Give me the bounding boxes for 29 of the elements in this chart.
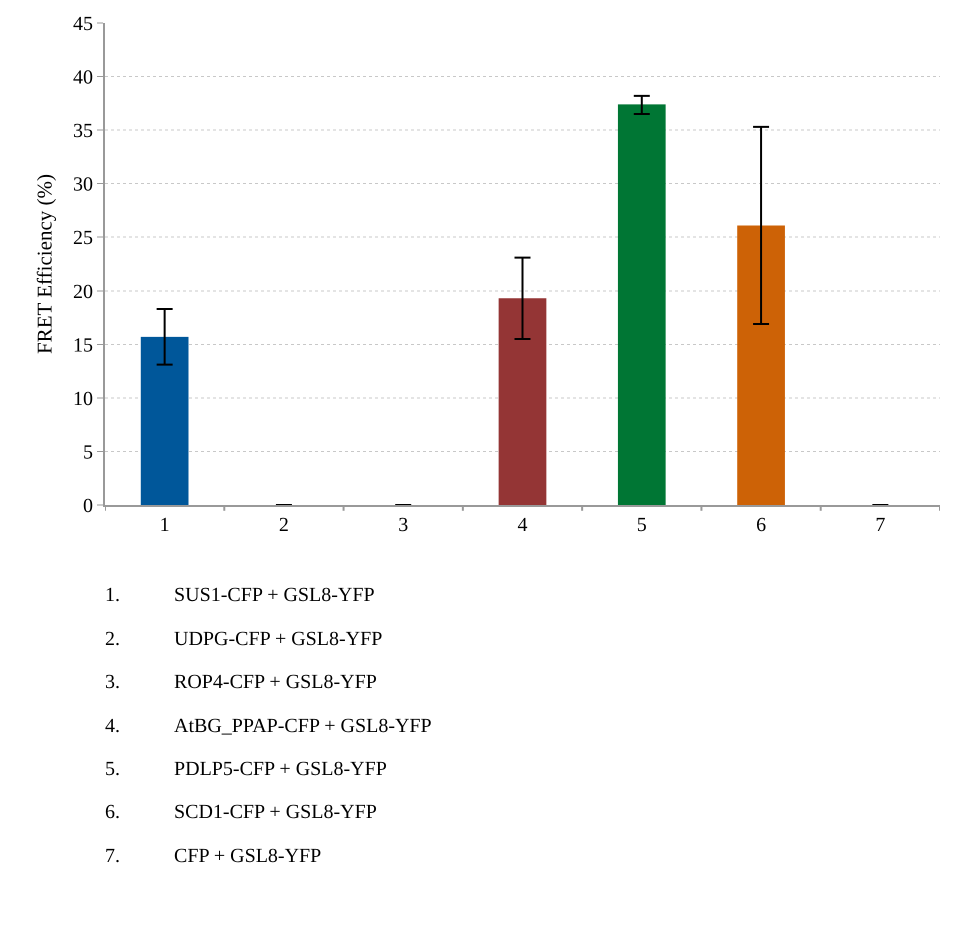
text: 6. SCD1-CFP + GSL8-YFP <box>105 801 377 823</box>
y-tick-label: 25 <box>73 227 93 250</box>
y-tick-label: 40 <box>73 66 93 89</box>
text: 2. UDPG-CFP + GSL8-YFP <box>105 628 382 650</box>
text: 3. ROP4-CFP + GSL8-YFP <box>105 671 377 693</box>
y-tick-label: 20 <box>73 280 93 303</box>
y-tick-label: 45 <box>73 13 93 35</box>
y-tick-label: 10 <box>73 388 93 410</box>
bar <box>618 104 666 505</box>
x-tick-label: 2 <box>278 514 289 536</box>
y-axis-title: FRET Efficiency (%) <box>32 174 57 354</box>
y-tick-label: 30 <box>73 174 93 196</box>
x-tick-label: 3 <box>398 514 408 536</box>
x-tick-label: 1 <box>160 514 170 536</box>
y-tick-label: 15 <box>73 334 93 356</box>
bar <box>737 225 785 505</box>
x-tick-label: 6 <box>756 514 766 536</box>
text: 7. CFP + GSL8-YFP <box>105 845 322 867</box>
bar <box>498 298 546 505</box>
bar <box>140 336 188 505</box>
x-tick-label: 7 <box>875 514 886 536</box>
y-tick-label: 0 <box>83 495 93 517</box>
text: 1. SUS1-CFP + GSL8-YFP <box>105 584 375 606</box>
x-tick-label: 5 <box>636 514 647 536</box>
text: 4. AtBG_PPAP-CFP + GSL8-YFP <box>105 715 432 737</box>
text: 5. PDLP5-CFP + GSL8-YFP <box>105 758 387 780</box>
y-tick-label: 35 <box>73 120 93 142</box>
x-tick-label: 4 <box>518 514 528 536</box>
y-tick-label: 5 <box>83 441 93 464</box>
